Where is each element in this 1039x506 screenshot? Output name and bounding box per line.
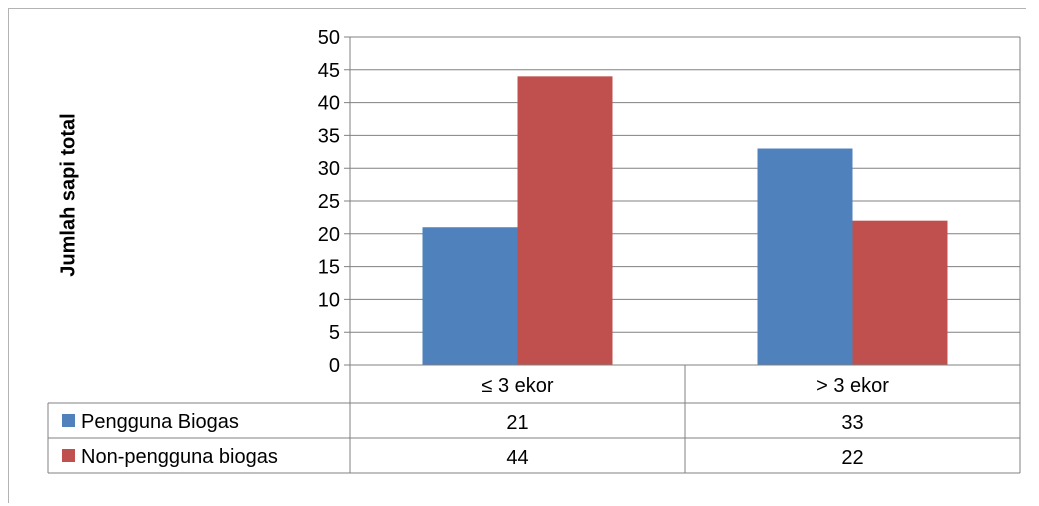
data-label: 22 [841, 447, 863, 469]
y-tick-label: 25 [318, 191, 340, 213]
chart-frame [8, 8, 1026, 503]
y-tick-label: 0 [329, 355, 340, 377]
y-axis-title: Jumlah sapi total [57, 113, 80, 277]
bar [852, 220, 948, 365]
y-tick-label: 5 [329, 322, 340, 344]
data-label: 33 [841, 412, 863, 434]
y-tick-label: 45 [318, 60, 340, 82]
bars [422, 76, 948, 366]
y-tick-label: 30 [318, 158, 340, 180]
x-tick-label: ≤ 3 ekor [481, 375, 553, 397]
y-tick-label: 20 [318, 224, 340, 246]
legend-swatch [62, 449, 75, 462]
bar [757, 148, 853, 365]
bar [517, 76, 613, 366]
y-tick-label: 10 [318, 289, 340, 311]
y-tick-label: 15 [318, 257, 340, 279]
legend-swatch [62, 414, 75, 427]
legend-label: Non-pengguna biogas [81, 446, 278, 468]
data-label: 44 [506, 447, 528, 469]
y-tick-label: 50 [318, 27, 340, 49]
x-tick-label: > 3 ekor [816, 375, 889, 397]
data-table: ≤ 3 ekor > 3 ekor Pengguna Biogas 21 33 Non-p… [47, 37, 1021, 474]
bar [422, 227, 518, 365]
data-label: 21 [506, 412, 528, 434]
legend-label: Pengguna Biogas [81, 411, 239, 433]
y-tick-label: 40 [318, 93, 340, 115]
y-tick-label: 35 [318, 125, 340, 147]
y-tick-labels: 0 5 10 15 20 25 30 35 40 45 50 [318, 27, 340, 377]
